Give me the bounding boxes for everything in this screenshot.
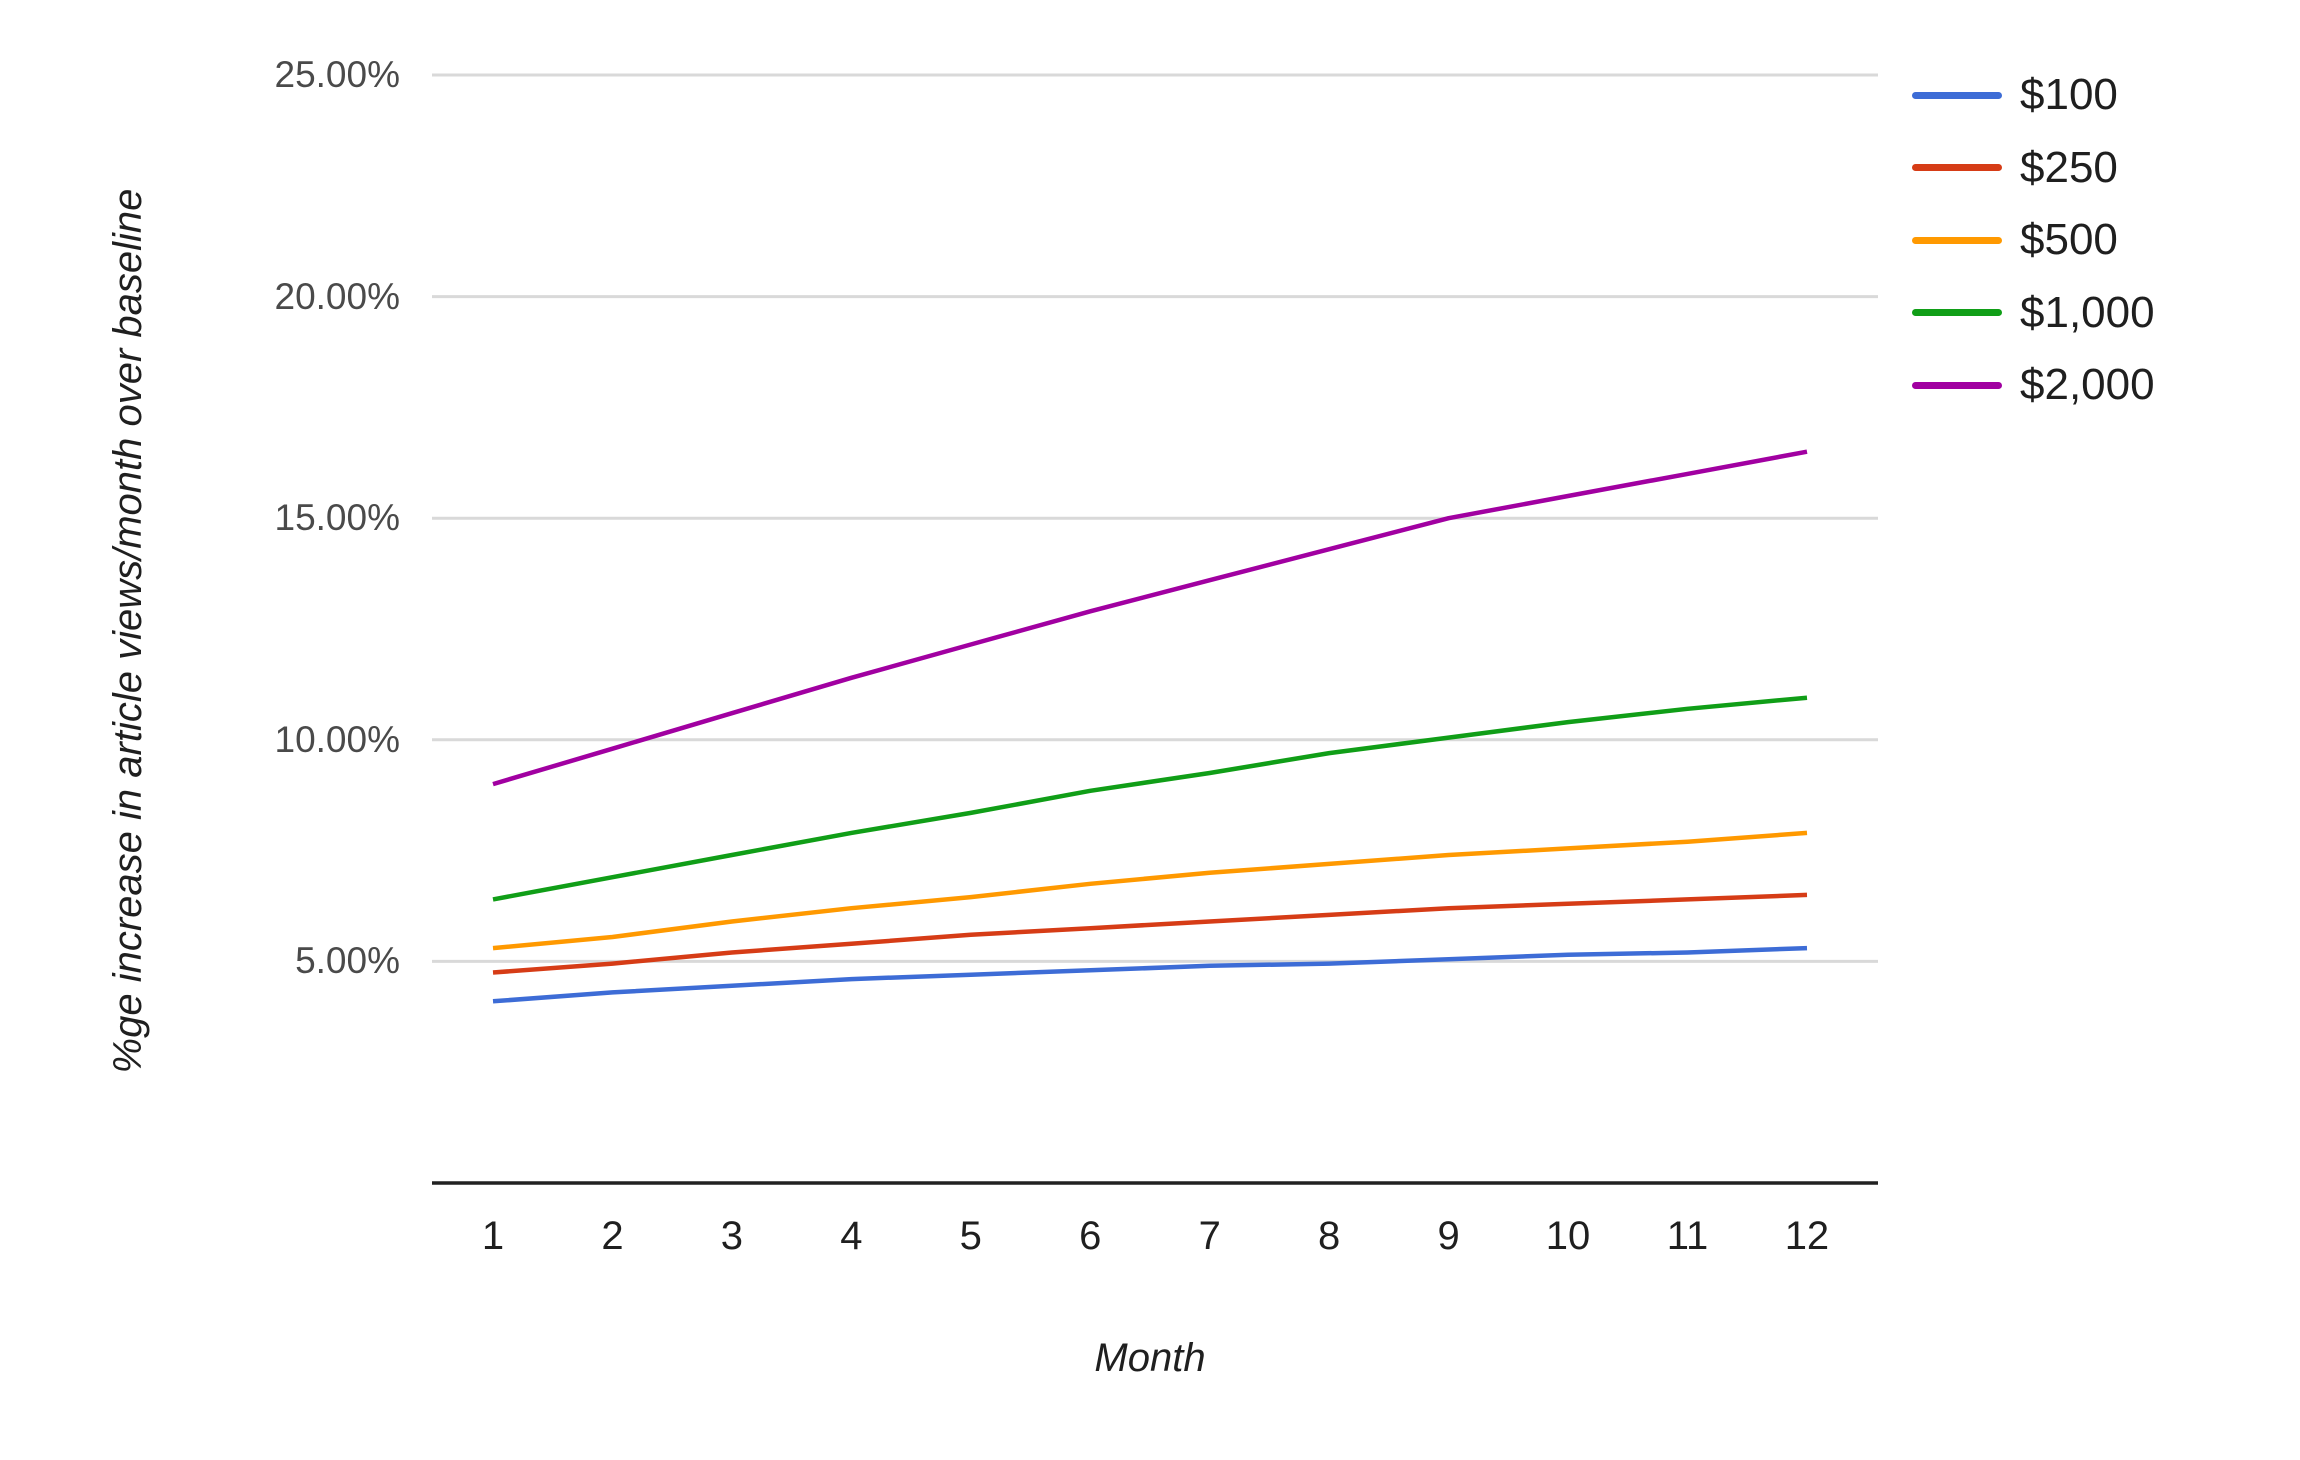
legend-label: $1,000 [2020,287,2155,337]
x-tick-label: 11 [1666,1214,1709,1258]
x-tick-label: 8 [1318,1214,1341,1258]
y-tick-label: 15.00% [274,497,401,539]
x-tick-label: 7 [1198,1214,1221,1258]
y-tick-label: 5.00% [295,940,400,982]
x-tick-label: 6 [1079,1214,1102,1258]
x-tick-label: 4 [840,1214,863,1258]
x-tick-label: 2 [601,1214,624,1258]
x-tick-label: 12 [1784,1214,1830,1258]
y-axis-title: %ge increase in article views/month over… [106,188,150,1074]
legend-item-500: $500 [1912,215,2118,264]
legend-item-100: $100 [1912,70,2118,119]
y-tick-label: 25.00% [274,54,401,95]
x-tick-label: 1 [481,1214,505,1258]
series-line-2000 [492,449,1808,787]
legend-item-250: $250 [1912,142,2118,192]
y-tick-label: 20.00% [274,275,401,317]
legend-label: $100 [2020,70,2118,119]
x-tick-label: 5 [959,1214,982,1258]
x-tick-label: 9 [1437,1214,1460,1258]
x-axis-title: Month [1094,1336,1206,1380]
series-line-1000 [492,695,1808,902]
series-line-250 [492,892,1808,975]
series-line-100 [492,945,1808,1004]
legend-swatch [1912,381,2002,389]
legend-swatch [1912,91,2002,99]
legend-label: $2,000 [2020,360,2155,409]
legend-swatch [1912,236,2002,244]
legend-item-2000: $2,000 [1912,360,2155,409]
y-tick-label: 10.00% [274,718,401,760]
legend-label: $250 [2020,142,2118,192]
legend-swatch [1912,309,2002,316]
series-line-500 [492,830,1808,951]
legend-item-1000: $1,000 [1912,287,2155,337]
x-tick-label: 3 [720,1214,744,1258]
x-tick-label: 10 [1545,1214,1591,1258]
legend-label: $500 [2020,215,2118,264]
legend-swatch [1912,164,2002,171]
